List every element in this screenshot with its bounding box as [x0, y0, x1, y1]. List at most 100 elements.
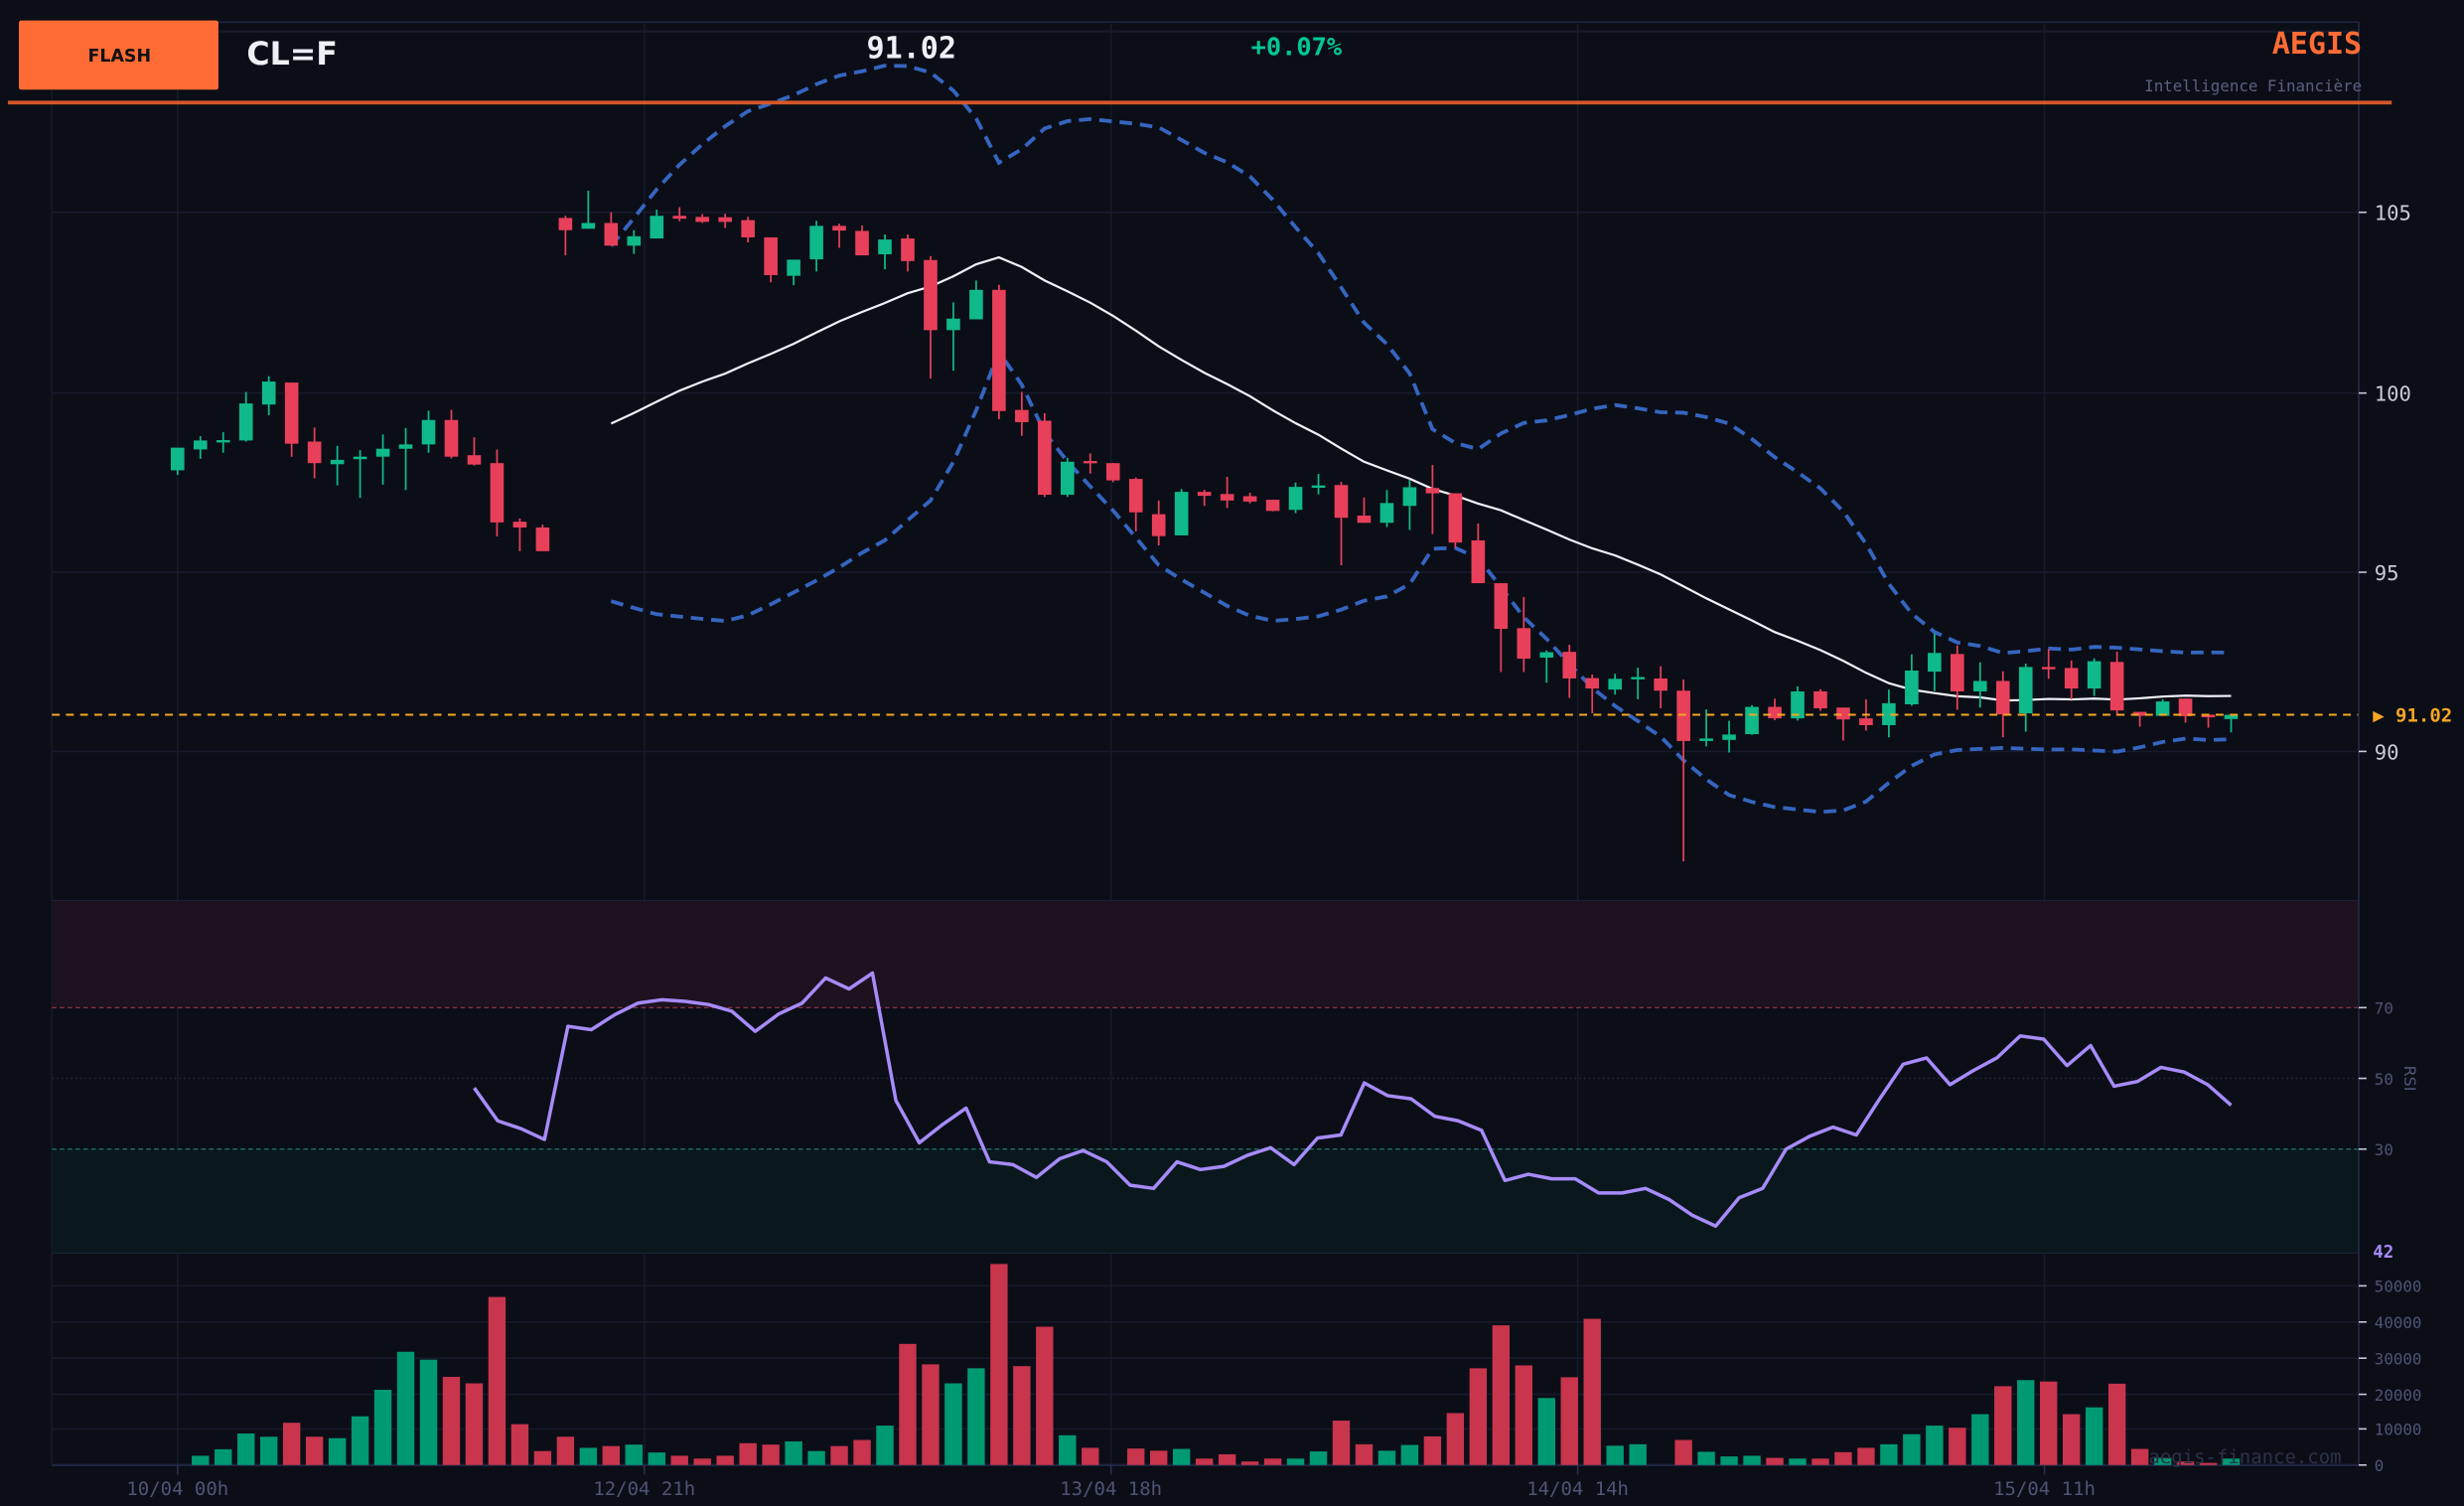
candle-body [2041, 667, 2056, 670]
volume-bar [1013, 1366, 1031, 1465]
candle-body [1745, 706, 1759, 735]
candle-body [695, 217, 710, 223]
x-tick-4: 15/04 11h [1993, 1478, 2096, 1500]
candle-body [421, 419, 436, 445]
flash-badge[interactable] [18, 20, 218, 90]
volume-bar [2153, 1457, 2172, 1465]
candle-body [2109, 662, 2124, 711]
candle-body [1288, 487, 1303, 511]
candle-body [1699, 738, 1713, 741]
volume-bar [1218, 1453, 1236, 1465]
candle-body [170, 447, 185, 471]
watermark: aegis-finance.com [2148, 1446, 2341, 1468]
volume-bar [739, 1442, 757, 1465]
candle-body [1631, 677, 1645, 679]
price-tick-95: 95 [2375, 561, 2399, 585]
volume-bar [1766, 1457, 1784, 1465]
candle-body [1242, 496, 1257, 502]
candle-body [924, 259, 938, 331]
rsi-overbought-zone [52, 900, 2359, 1008]
header-divider [7, 100, 2392, 105]
candle-body [1722, 734, 1736, 740]
volume-bar [1263, 1458, 1282, 1465]
candle-body [1768, 706, 1782, 719]
candle-body [1972, 680, 1987, 691]
candle-body [2155, 701, 2170, 716]
candle-body [398, 444, 413, 449]
volume-bar [259, 1436, 278, 1465]
volume-bar [1195, 1458, 1214, 1465]
candle-body [1791, 690, 1805, 719]
candle-body [261, 381, 276, 405]
candle-body [1357, 516, 1372, 524]
candle-body [1311, 485, 1326, 489]
last-price-label: ▶ 91.02 [2373, 704, 2452, 726]
candle-body [1951, 654, 1964, 691]
volume-bar [192, 1455, 210, 1465]
volume-bar [2017, 1380, 2035, 1465]
bollinger-lower-band [610, 348, 2232, 815]
volume-bar [215, 1448, 232, 1465]
candle-body [1836, 707, 1850, 720]
volume-bar [1059, 1434, 1077, 1465]
candle-body [627, 235, 642, 246]
candle-body [1402, 487, 1417, 507]
volume-bar [967, 1368, 985, 1465]
volume-bar [1697, 1451, 1715, 1465]
candle-body [1859, 718, 1873, 726]
volume-bar [648, 1452, 665, 1465]
volume-bar [1150, 1450, 1168, 1465]
candle-body [1608, 678, 1622, 690]
volume-bar [1355, 1443, 1374, 1465]
volume-series [192, 1264, 2241, 1465]
volume-bar [1629, 1443, 1647, 1465]
x-tick-0: 10/04 00h [126, 1478, 228, 1500]
candle-body [2178, 698, 2193, 716]
candle-body [992, 289, 1006, 411]
volume-bar [1537, 1398, 1555, 1465]
volume-bar [1674, 1439, 1692, 1465]
bollinger-upper-band [609, 64, 2232, 656]
volume-bar [1492, 1325, 1511, 1465]
candle-body [238, 403, 253, 441]
volume-bar [830, 1445, 848, 1465]
candle-body [1038, 420, 1052, 496]
volume-bar [876, 1426, 894, 1465]
candle-body [512, 522, 527, 527]
candle-body [2018, 667, 2033, 714]
candle-body [581, 223, 596, 229]
volume-bar [1812, 1458, 1829, 1465]
volume-bar [579, 1447, 598, 1465]
candle-body [216, 440, 230, 443]
volume-bar [465, 1383, 484, 1465]
volume-bar [305, 1436, 324, 1465]
volume-bar [1127, 1448, 1145, 1465]
candle-body [535, 527, 550, 551]
volume-bar [716, 1455, 734, 1465]
volume-bar [1515, 1365, 1532, 1465]
price-change: +0.07% [1251, 32, 1343, 61]
candle-body [1882, 702, 1896, 726]
candle-body [375, 448, 390, 457]
candle-body [1562, 652, 1577, 678]
volume-bar [2107, 1383, 2126, 1465]
candle-body [307, 441, 322, 464]
volume-bar [2062, 1414, 2081, 1465]
candle-body [1425, 488, 1440, 494]
volume-bar [1789, 1458, 1807, 1465]
candle-body [353, 456, 367, 460]
volume-bar [1903, 1433, 1921, 1465]
candle-body [764, 236, 778, 275]
volume-bar [2085, 1407, 2103, 1465]
volume-bar [373, 1390, 392, 1465]
volume-bar [1286, 1458, 1305, 1465]
volume-bar [533, 1450, 552, 1465]
bollinger-bands [609, 64, 2232, 815]
volume-bar [1857, 1447, 1875, 1465]
volume-bar [2176, 1461, 2195, 1465]
volume-bar [510, 1424, 529, 1465]
candle-body [1265, 500, 1280, 512]
candle-body [604, 223, 619, 246]
